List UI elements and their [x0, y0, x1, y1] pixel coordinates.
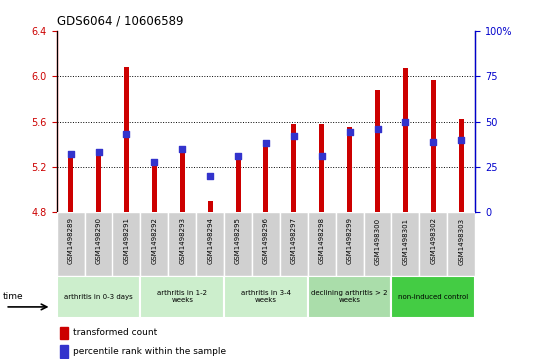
Point	[346, 130, 354, 135]
Point	[150, 159, 159, 164]
Point	[94, 150, 103, 155]
Bar	[140, 276, 224, 318]
Point	[206, 173, 214, 179]
Text: GSM1498301: GSM1498301	[402, 217, 408, 265]
Bar	[59, 327, 69, 339]
Point	[234, 153, 242, 159]
Text: non-induced control: non-induced control	[398, 294, 469, 300]
Text: GSM1498293: GSM1498293	[179, 217, 185, 264]
Bar	[140, 212, 168, 276]
Bar	[196, 212, 224, 276]
Text: time: time	[3, 292, 23, 301]
Bar	[420, 212, 447, 276]
Bar	[208, 201, 213, 212]
Bar	[224, 212, 252, 276]
Text: GSM1498300: GSM1498300	[375, 217, 381, 265]
Point	[66, 151, 75, 157]
Text: GSM1498299: GSM1498299	[347, 217, 353, 264]
Text: GSM1498296: GSM1498296	[263, 217, 269, 264]
Text: GSM1498290: GSM1498290	[96, 217, 102, 264]
Bar	[124, 67, 129, 212]
Point	[457, 137, 465, 143]
Text: GSM1498289: GSM1498289	[68, 217, 73, 264]
Bar	[403, 68, 408, 212]
Text: GSM1498298: GSM1498298	[319, 217, 325, 264]
Point	[261, 140, 270, 146]
Text: GSM1498295: GSM1498295	[235, 217, 241, 264]
Text: arthritis in 1-2
weeks: arthritis in 1-2 weeks	[157, 290, 207, 303]
Bar	[168, 212, 196, 276]
Bar	[292, 124, 296, 212]
Bar	[431, 79, 436, 212]
Bar	[112, 212, 140, 276]
Bar	[280, 212, 308, 276]
Text: arthritis in 0-3 days: arthritis in 0-3 days	[64, 294, 133, 300]
Bar	[347, 127, 352, 212]
Text: declining arthritis > 2
weeks: declining arthritis > 2 weeks	[312, 290, 388, 303]
Text: GDS6064 / 10606589: GDS6064 / 10606589	[57, 15, 183, 28]
Text: GSM1498294: GSM1498294	[207, 217, 213, 264]
Point	[122, 131, 131, 137]
Point	[318, 153, 326, 159]
Text: transformed count: transformed count	[73, 329, 157, 337]
Bar	[57, 212, 85, 276]
Bar	[180, 151, 185, 212]
Bar	[224, 276, 308, 318]
Bar	[235, 158, 240, 212]
Text: GSM1498292: GSM1498292	[151, 217, 157, 264]
Text: arthritis in 3-4
weeks: arthritis in 3-4 weeks	[241, 290, 291, 303]
Bar	[319, 124, 324, 212]
Text: percentile rank within the sample: percentile rank within the sample	[73, 347, 226, 355]
Point	[178, 146, 187, 152]
Bar	[392, 212, 420, 276]
Point	[289, 133, 298, 139]
Bar	[57, 276, 140, 318]
Bar	[252, 212, 280, 276]
Text: GSM1498302: GSM1498302	[430, 217, 436, 264]
Bar	[308, 276, 392, 318]
Point	[429, 139, 437, 144]
Bar	[308, 212, 336, 276]
Bar	[68, 158, 73, 212]
Bar	[59, 345, 69, 358]
Bar	[336, 212, 363, 276]
Bar	[447, 212, 475, 276]
Bar	[392, 276, 475, 318]
Text: GSM1498297: GSM1498297	[291, 217, 297, 264]
Bar	[85, 212, 112, 276]
Bar	[363, 212, 392, 276]
Text: GSM1498303: GSM1498303	[458, 217, 464, 265]
Bar	[459, 119, 464, 212]
Bar	[96, 153, 101, 212]
Bar	[152, 159, 157, 212]
Bar	[264, 142, 268, 212]
Text: GSM1498291: GSM1498291	[124, 217, 130, 264]
Point	[401, 119, 410, 125]
Bar	[375, 90, 380, 212]
Point	[373, 126, 382, 132]
